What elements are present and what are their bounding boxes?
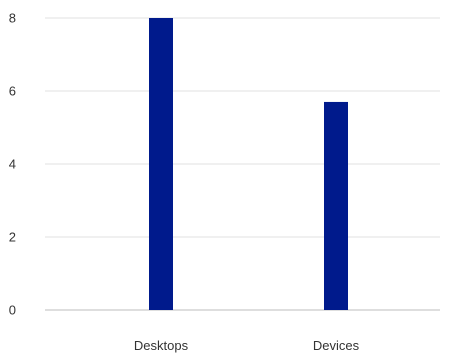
y-tick-label: 6 [9, 84, 16, 99]
y-tick-label: 8 [9, 11, 16, 26]
x-tick-label: Devices [313, 338, 360, 353]
x-tick-label: Desktops [134, 338, 189, 353]
y-tick-label: 0 [9, 303, 16, 318]
x-axis: Desktops Devices [134, 338, 360, 353]
bars [149, 18, 348, 310]
y-axis: 0 2 4 6 8 [9, 11, 16, 318]
bar-desktops[interactable] [149, 18, 173, 310]
bar-devices[interactable] [324, 101, 348, 310]
grid-lines [45, 17, 440, 311]
y-tick-label: 2 [9, 230, 16, 245]
y-tick-label: 4 [9, 157, 16, 172]
